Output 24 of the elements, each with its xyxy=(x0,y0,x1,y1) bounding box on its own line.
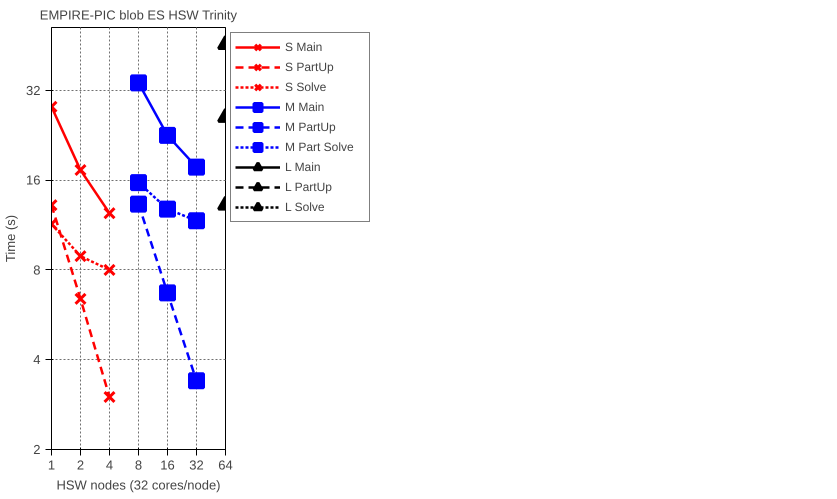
x-axis-title: HSW nodes (32 cores/node) xyxy=(56,478,221,492)
x-tick-label: 16 xyxy=(160,458,175,472)
y-tick-label: 2 xyxy=(33,442,41,457)
legend-label: L Solve xyxy=(285,200,326,214)
legend-label: L Main xyxy=(285,160,322,174)
x-tick-label: 2 xyxy=(76,458,84,472)
x-tick-label: 1 xyxy=(48,458,56,472)
x-tick-label: 8 xyxy=(134,458,142,472)
legend-label: M Main xyxy=(285,100,326,114)
chart-title: EMPIRE-PIC blob ES HSW Trinity xyxy=(40,8,238,22)
legend-label: M Part Solve xyxy=(285,140,355,154)
y-tick-label: 16 xyxy=(26,172,41,188)
legend-label: S Solve xyxy=(285,80,328,94)
legend-label: S Main xyxy=(285,40,324,54)
legend-label: L PartUp xyxy=(285,180,333,194)
y-tick-label: 32 xyxy=(26,82,41,98)
x-tick-label: 32 xyxy=(189,458,204,472)
y-axis-title: Time (s) xyxy=(3,214,18,262)
x-tick-label: 4 xyxy=(106,458,114,472)
legend-label: M PartUp xyxy=(285,120,337,134)
x-tick-label: 64 xyxy=(218,458,233,472)
y-tick-label: 4 xyxy=(33,352,41,368)
y-tick-label: 8 xyxy=(33,262,41,278)
legend-label: S PartUp xyxy=(285,60,335,74)
